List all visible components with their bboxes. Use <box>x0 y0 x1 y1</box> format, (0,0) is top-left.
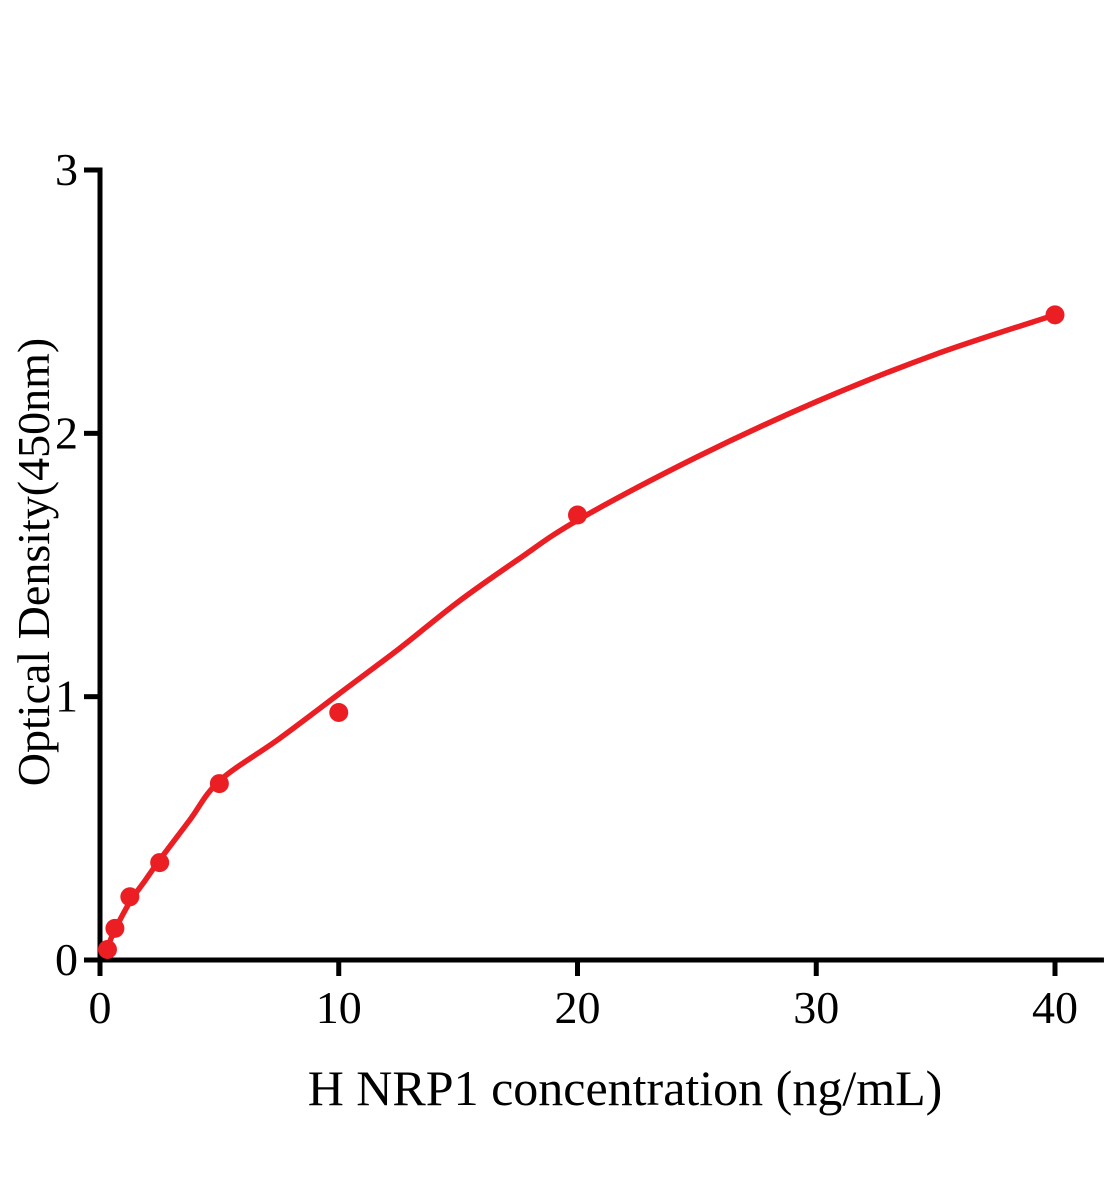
fit-curve <box>97 312 1058 963</box>
data-point <box>209 774 229 794</box>
y-tick-label: 3 <box>55 144 78 195</box>
y-tick-label: 1 <box>55 671 78 722</box>
x-tick-label: 30 <box>793 982 839 1033</box>
y-axis-title: Optical Density(450nm) <box>8 337 59 787</box>
x-axis-title: H NRP1 concentration (ng/mL) <box>307 1060 943 1116</box>
y-tick-label: 0 <box>55 934 78 985</box>
data-point <box>150 853 170 873</box>
x-tick-label: 0 <box>89 982 112 1033</box>
data-point <box>120 887 140 907</box>
data-point <box>97 939 117 959</box>
data-point <box>568 505 587 525</box>
data-point <box>105 918 125 938</box>
x-tick-label: 40 <box>1032 982 1078 1033</box>
data-point <box>1045 305 1065 325</box>
x-tick-label: 20 <box>555 982 601 1033</box>
y-tick-label: 2 <box>55 407 78 458</box>
x-tick-label: 10 <box>316 982 362 1033</box>
data-point <box>329 702 349 722</box>
